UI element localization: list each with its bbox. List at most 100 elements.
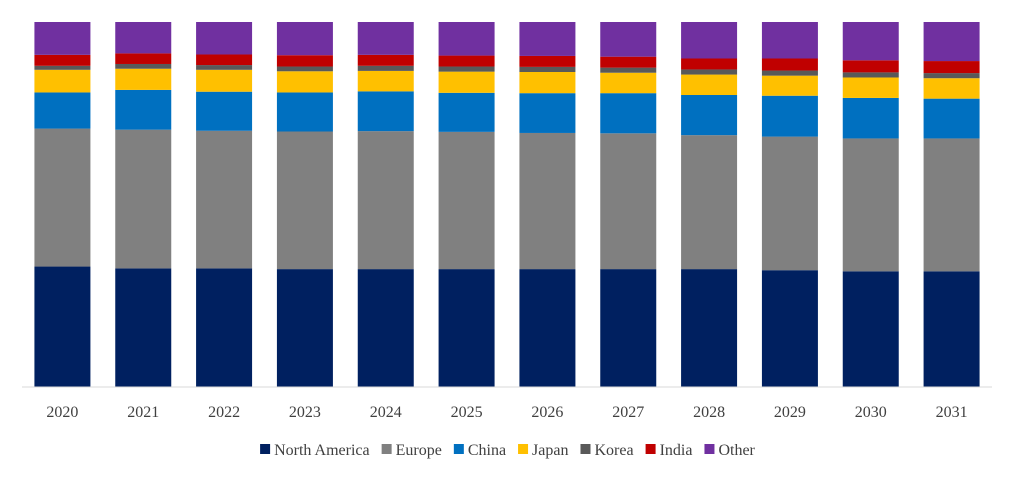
bar-segment-india-2022 (196, 54, 253, 66)
bar-segment-korea-2028 (681, 69, 738, 75)
bar-segment-india-2030 (842, 60, 899, 73)
bar-segment-japan-2031 (923, 78, 980, 99)
legend-swatch-other (704, 444, 715, 454)
bar-segment-india-2025 (438, 55, 495, 67)
bar-segment-japan-2024 (357, 70, 414, 92)
legend-label-india: India (660, 442, 693, 459)
bar-segment-europe-2031 (923, 138, 980, 272)
bar-segment-india-2027 (600, 56, 657, 68)
legend-swatch-china (453, 444, 464, 454)
bar-segment-europe-2021 (115, 129, 172, 269)
bar-segment-north-america-2026 (519, 269, 576, 387)
bar-segment-china-2025 (438, 92, 495, 132)
bar-segment-korea-2030 (842, 72, 899, 78)
bar-segment-europe-2030 (842, 138, 899, 272)
bar-segment-india-2026 (519, 55, 576, 67)
bar-segment-korea-2021 (115, 63, 172, 69)
bar-segment-other-2025 (438, 22, 495, 56)
x-tick-label-2027: 2027 (612, 404, 644, 421)
bar-segment-north-america-2030 (842, 271, 899, 387)
bar-segment-north-america-2022 (196, 268, 253, 388)
bar-segment-japan-2029 (761, 75, 818, 96)
bar-segment-china-2031 (923, 98, 980, 139)
bar-segment-europe-2024 (357, 131, 414, 270)
bar-segment-japan-2023 (276, 71, 333, 93)
x-tick-label-2030: 2030 (855, 404, 887, 421)
bar-segment-japan-2030 (842, 77, 899, 98)
bar-segment-korea-2023 (276, 66, 333, 72)
bar-segment-china-2020 (34, 92, 91, 129)
bar-segment-china-2023 (276, 92, 333, 132)
bar-segment-india-2023 (276, 55, 333, 67)
x-tick-label-2028: 2028 (693, 404, 725, 421)
legend: North America Europe China Japan Korea India O… (260, 442, 756, 459)
bar-segment-china-2021 (115, 89, 172, 130)
x-tick-label-2025: 2025 (451, 404, 483, 421)
bar-segment-north-america-2024 (357, 269, 414, 387)
bar-segment-korea-2022 (196, 65, 253, 70)
bar-segment-other-2021 (115, 22, 172, 54)
legend-label-north-america: North America (274, 442, 370, 459)
bar-segment-india-2024 (357, 54, 414, 66)
x-tick-label-2023: 2023 (289, 404, 321, 421)
x-tick-label-2024: 2024 (370, 404, 402, 421)
bar-segment-europe-2023 (276, 131, 333, 270)
legend-label-europe: Europe (396, 442, 442, 459)
bar-segment-korea-2026 (519, 66, 576, 72)
legend-label-china: China (468, 442, 506, 459)
x-tick-label-2022: 2022 (208, 404, 240, 421)
bar-segment-europe-2027 (600, 133, 657, 270)
bar-segment-china-2027 (600, 93, 657, 134)
legend-swatch-europe (381, 444, 392, 454)
legend-label-korea: Korea (594, 442, 633, 459)
bar-segment-north-america-2028 (681, 269, 738, 387)
x-tick-label-2026: 2026 (531, 404, 563, 421)
x-tick-label-2021: 2021 (127, 404, 159, 421)
legend-swatch-japan (518, 444, 529, 454)
bar-segment-europe-2025 (438, 131, 495, 270)
bar-segment-india-2021 (115, 53, 172, 64)
bar-segment-north-america-2027 (600, 269, 657, 387)
bar-segment-other-2022 (196, 22, 253, 55)
bar-segment-india-2028 (681, 58, 738, 70)
bar-segment-other-2031 (923, 22, 980, 62)
bar-segment-japan-2022 (196, 69, 253, 92)
bar-segment-japan-2025 (438, 71, 495, 93)
bar-segment-north-america-2021 (115, 268, 172, 388)
bar-segment-north-america-2020 (34, 266, 91, 387)
bar-segment-korea-2029 (761, 70, 818, 76)
legend-swatch-korea (580, 444, 591, 454)
x-tick-label-2029: 2029 (774, 404, 806, 421)
legend-label-other: Other (718, 442, 755, 459)
bar-segment-china-2030 (842, 97, 899, 139)
bar-segment-other-2020 (34, 22, 91, 55)
bar-segment-japan-2020 (34, 69, 91, 93)
bar-segment-korea-2020 (34, 65, 91, 70)
bar-segment-japan-2021 (115, 68, 172, 90)
bar-segment-other-2026 (519, 22, 576, 56)
bar-segment-north-america-2023 (276, 269, 333, 387)
bar-segment-japan-2026 (519, 72, 576, 94)
bar-segment-china-2029 (761, 95, 818, 137)
x-tick-label-2020: 2020 (46, 404, 78, 421)
bar-segment-other-2030 (842, 22, 899, 61)
bar-segment-korea-2031 (923, 73, 980, 79)
bar-segment-korea-2027 (600, 67, 657, 73)
bar-segment-india-2020 (34, 54, 91, 66)
legend-swatch-north-america (260, 444, 271, 454)
bar-segment-india-2029 (761, 58, 818, 71)
x-axis-ticks: 2020 2021 2022 2023 2024 2025 2026 2027 2028 2029… (46, 404, 967, 421)
legend-label-japan: Japan (532, 442, 568, 459)
bar-segment-north-america-2031 (923, 271, 980, 387)
bar-segment-other-2024 (357, 22, 414, 55)
bar-segment-other-2028 (681, 22, 738, 59)
bar-segment-china-2022 (196, 91, 253, 131)
bar-segment-europe-2020 (34, 128, 91, 267)
bar-segment-europe-2022 (196, 130, 253, 269)
bar-segment-other-2023 (276, 22, 333, 56)
bar-segment-china-2028 (681, 95, 738, 136)
bar-segment-china-2024 (357, 91, 414, 132)
bar-segment-india-2031 (923, 61, 980, 74)
bar-segment-other-2029 (761, 22, 818, 59)
